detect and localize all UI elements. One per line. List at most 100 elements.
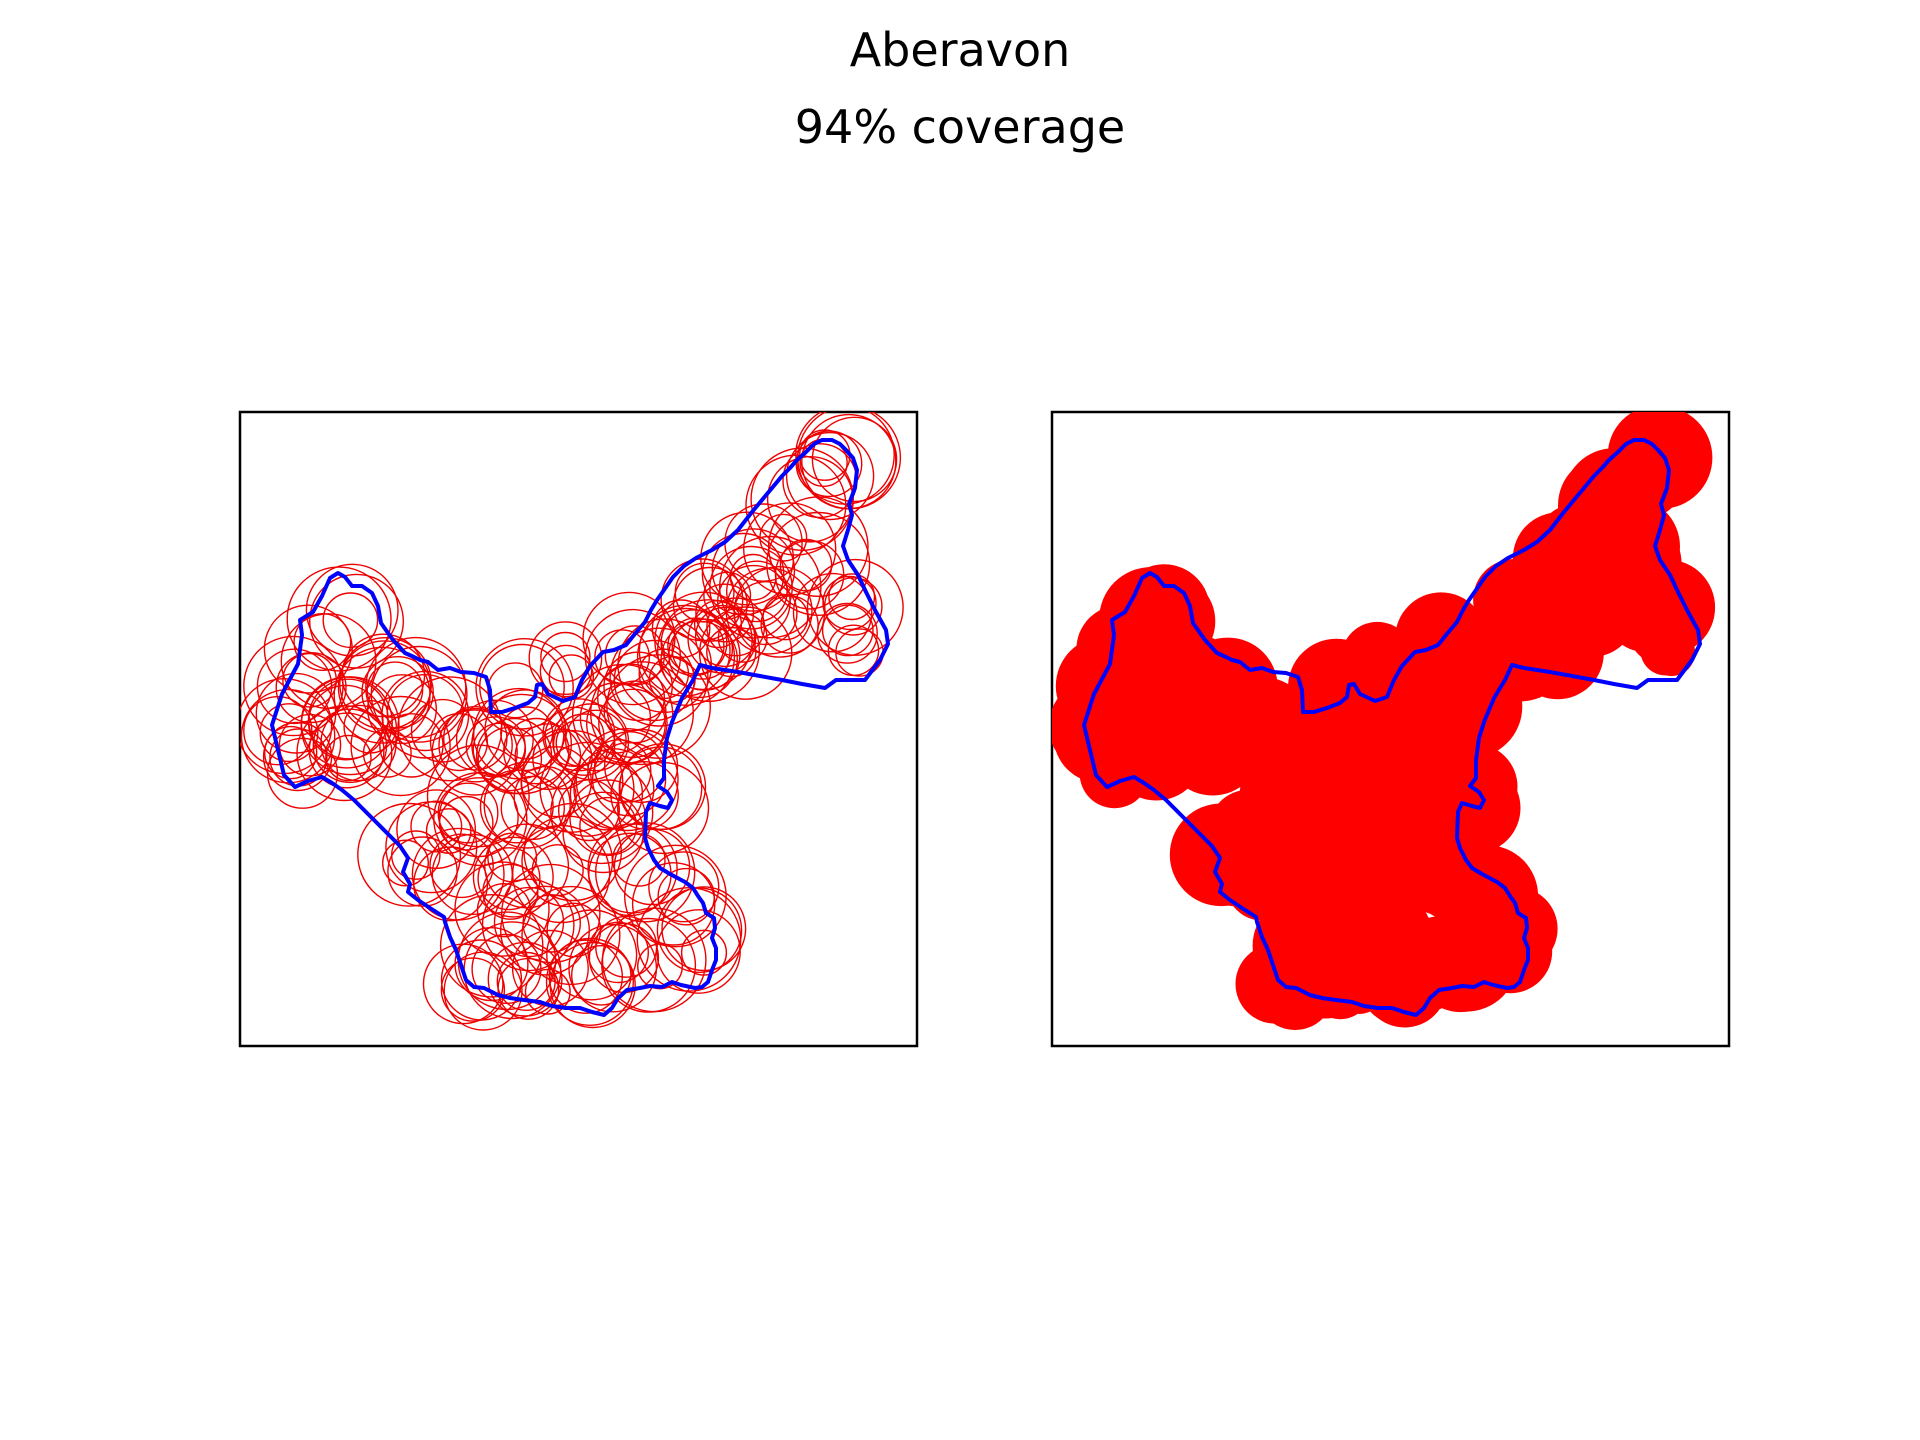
coverage-circle [609,627,709,727]
filled-panel [1050,410,1731,1048]
coverage-circle [307,684,384,761]
coverage-circle [520,746,593,818]
coverage-circle [601,917,697,1013]
coverage-circle [657,599,761,703]
coverage-circle [472,836,554,918]
coverage-circle [656,909,741,994]
constituency-boundary [1082,438,1702,1017]
coverage-circle [528,621,603,695]
coverage-circle [540,631,591,683]
coverage-circle [680,929,728,976]
coverage-circle [487,832,538,883]
coverage-circle [482,863,539,920]
coverage-circle [382,839,430,887]
coverage-circle [550,760,654,865]
circles-panel [238,410,919,1048]
coverage-circle [476,883,532,938]
coverage-circle [719,535,822,639]
coverage-circle [828,573,876,621]
coverage-circle [822,575,877,631]
coverage-circle [792,572,873,653]
coverage-circle [711,528,796,612]
coverage-circle [512,824,611,924]
coverage-circle [454,861,550,957]
coverage-circle [604,625,666,686]
coverage-circle [816,602,878,664]
coverage-circle [521,815,614,908]
coverage-circle [811,416,898,503]
coverage-circle [286,566,392,672]
coverage-fill-circle [1500,605,1568,673]
coverage-circles [240,412,904,1031]
coverage-circle [438,707,513,783]
coverage-circle [569,757,644,831]
coverage-circle [243,696,313,766]
coverage-circle [584,608,682,706]
coverage-circle [443,951,523,1031]
coverage-circle [477,847,541,911]
coverage-circle [821,604,874,657]
coverage-circle [440,939,523,1021]
coverage-circle [648,851,720,923]
coverage-circle [475,638,574,737]
coverage-circle [497,957,560,1020]
coverage-circle [350,695,451,797]
coverage-circle [668,618,741,691]
coverage-circle [694,606,756,668]
coverage-circle [558,779,621,842]
coverage-circle [479,769,554,844]
coverage-circle [300,676,400,776]
coverage-fill-circle [1352,632,1402,682]
coverage-circle [687,604,757,674]
coverage-circle [479,643,565,730]
coverage-circle [698,606,793,700]
coverage-fill-circle [1156,700,1209,753]
coverage-fill-circle [1607,412,1707,505]
coverage-circle [624,844,727,948]
coverage-circle [357,802,462,907]
coverage-circle [575,727,679,832]
figure-title: Aberavon [850,23,1071,77]
coverage-circle [785,431,875,521]
coverage-circle [549,941,636,1029]
figure-subtitle: 94% coverage [795,100,1125,154]
coverage-circle [539,741,635,837]
coverage-circle [657,867,716,926]
coverage-circle [532,728,593,790]
coverage-circle [471,693,572,795]
constituency-boundary [270,438,890,1017]
coverage-circle [483,761,571,849]
coverage-circle [766,511,871,617]
coverage-circle [439,894,544,998]
coverage-circle [425,808,472,854]
coverage-circle [472,722,527,777]
coverage-circle [767,496,869,597]
coverage-circle [572,663,674,766]
coverage-circle [568,923,658,1013]
coverage-circle [726,560,788,623]
coverage-circle [545,937,635,1027]
coverage-circle [618,746,703,831]
coverage-circle [385,801,478,894]
coverage-fill-circle [1383,945,1443,1005]
coverage-circle [806,558,904,656]
coverage-circle [709,545,793,630]
coverage-circle [587,823,678,914]
coverage-area [1052,412,1716,1030]
coverage-circle [259,703,319,763]
coverage-circle [440,957,506,1022]
coverage-circle [582,591,676,685]
coverage-circle [309,573,405,669]
circles-panel-frame [238,410,919,1048]
coverage-circle [487,662,544,719]
coverage-circle [701,532,785,616]
coverage-circle [240,688,336,784]
coverage-fill-circle [1256,952,1334,1030]
coverage-circle [379,713,444,778]
coverage-circle [587,739,652,804]
coverage-circle [296,704,393,802]
coverage-circle [579,796,638,855]
coverage-circle [264,725,318,780]
coverage-fill-circle [1538,561,1600,622]
